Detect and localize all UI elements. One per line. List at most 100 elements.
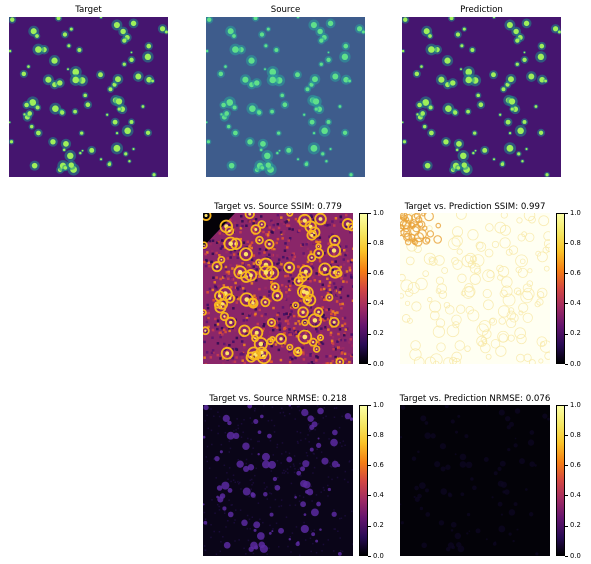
star: [309, 119, 315, 125]
heatmap-cell: [212, 276, 215, 279]
star: [52, 105, 59, 112]
nrmse-spot: [440, 466, 446, 472]
nrmse-spot: [331, 511, 337, 517]
heatmap-cell: [315, 272, 318, 275]
ssim-ring: [257, 220, 267, 229]
heatmap-cell: [302, 349, 305, 352]
nrmse-spot: [222, 414, 230, 423]
heatmap-cell: [338, 362, 341, 364]
nrmse-spot: [465, 461, 473, 469]
star: [304, 162, 309, 167]
nrmse-spot: [417, 493, 422, 499]
heatmap-cell: [272, 223, 275, 227]
heatmap-cell: [340, 352, 344, 356]
heatmap-cell: [226, 472, 228, 474]
ssim-core: [254, 337, 256, 340]
heatmap-cell: [245, 318, 249, 322]
star: [69, 27, 73, 31]
star: [319, 38, 324, 43]
heatmap-cell: [345, 245, 348, 248]
heatmap-cell: [283, 472, 286, 474]
star: [51, 57, 58, 64]
heatmap-cell: [339, 537, 341, 539]
colorbar-tick-mark: [368, 242, 371, 244]
ssim-ring: [328, 316, 340, 328]
heatmap-cell: [219, 331, 222, 334]
heatmap-cell: [315, 355, 318, 358]
nrmse-spot: [232, 432, 240, 440]
heatmap-cell: [325, 308, 329, 312]
star: [233, 130, 238, 136]
heatmap-cell: [234, 540, 236, 542]
colorbar-tick-label: 0.4: [570, 299, 581, 308]
ssim-ring: [411, 301, 422, 312]
heatmap-cell: [288, 331, 291, 335]
heatmap-cell: [340, 349, 343, 352]
nrmse-spot: [236, 460, 244, 468]
heatmap-cell: [254, 279, 258, 282]
star: [10, 17, 15, 22]
heatmap-cell: [324, 307, 327, 311]
ssim-core: [258, 341, 264, 347]
heatmap-cell: [286, 257, 289, 260]
nrmse-spot: [317, 407, 324, 415]
heatmap-cell: [286, 246, 289, 249]
heatmap-cell: [308, 273, 311, 276]
heatmap-cell: [323, 251, 326, 255]
heatmap-cell: [327, 539, 330, 541]
heatmap-cell: [207, 316, 210, 320]
colorbar-tick-mark: [368, 212, 371, 214]
heatmap-cell: [288, 317, 292, 320]
heatmap-cell: [231, 357, 234, 360]
heatmap-cell: [327, 284, 331, 288]
heatmap-cell: [256, 238, 259, 242]
star: [402, 121, 404, 124]
nrmse-spot: [529, 461, 536, 468]
star: [423, 124, 427, 129]
heatmap-cell: [213, 415, 215, 417]
ssim-ring: [497, 274, 504, 281]
heatmap-cell: [273, 431, 276, 433]
heatmap-cell: [344, 274, 347, 277]
colorbar: [556, 405, 565, 556]
heatmap-cell: [265, 248, 268, 252]
nrmse-spot: [330, 438, 338, 447]
heatmap-cell: [334, 348, 337, 351]
heatmap-cell: [265, 233, 268, 236]
heatmap-cell: [280, 220, 283, 223]
ssim-ring: [467, 309, 480, 322]
heatmap-cell: [234, 281, 237, 285]
ssim-ring: [415, 216, 423, 224]
heatmap-cell: [267, 294, 271, 297]
heatmap-cell: [295, 334, 299, 338]
star: [460, 68, 462, 71]
heatmap-cell: [296, 230, 300, 234]
star: [276, 151, 279, 155]
nrmse-spot: [253, 521, 261, 529]
heatmap-cell: [276, 262, 279, 266]
heatmap-cell: [235, 301, 239, 304]
heatmap-cell: [289, 271, 293, 275]
heatmap-cell: [242, 319, 246, 322]
star: [305, 87, 310, 92]
heatmap-cell: [313, 233, 317, 236]
heatmap-cell: [275, 319, 279, 323]
heatmap-cell: [309, 279, 312, 283]
ssim-ring: [517, 233, 526, 242]
ssim-ring: [488, 317, 497, 326]
heatmap-cell: [264, 488, 267, 490]
heatmap-cell: [313, 224, 317, 228]
ssim-core: [304, 290, 310, 295]
star: [79, 151, 82, 155]
ssim-ring: [244, 269, 258, 282]
ssim-ring: [413, 213, 422, 220]
heatmap-cell: [231, 504, 233, 506]
star: [129, 57, 134, 62]
star: [77, 47, 82, 52]
heatmap-cell: [341, 445, 343, 447]
heatmap-cell: [289, 333, 293, 336]
heatmap-cell: [204, 420, 207, 422]
ssim-ring: [536, 336, 548, 347]
heatmap-cell: [228, 467, 231, 469]
heatmap-cell: [308, 441, 310, 443]
